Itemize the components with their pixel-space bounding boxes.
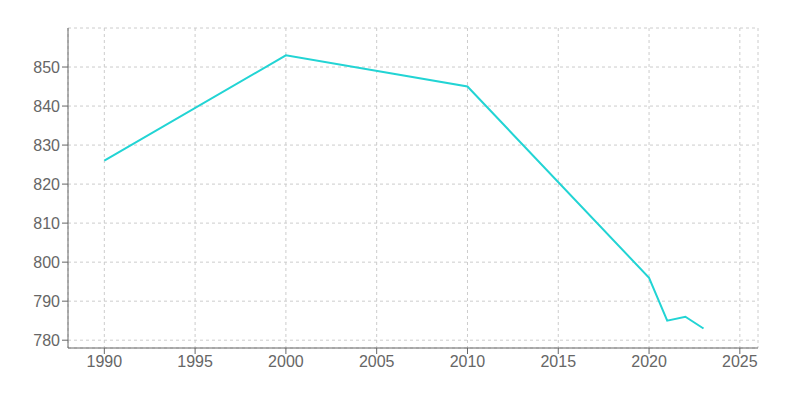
svg-text:2000: 2000 [268, 353, 304, 370]
svg-text:1990: 1990 [87, 353, 123, 370]
svg-text:2010: 2010 [450, 353, 486, 370]
svg-text:780: 780 [33, 332, 60, 349]
svg-text:800: 800 [33, 254, 60, 271]
svg-text:810: 810 [33, 215, 60, 232]
svg-text:1995: 1995 [177, 353, 213, 370]
svg-text:2015: 2015 [540, 353, 576, 370]
svg-text:2025: 2025 [722, 353, 758, 370]
svg-text:2005: 2005 [359, 353, 395, 370]
svg-text:830: 830 [33, 137, 60, 154]
svg-text:2020: 2020 [631, 353, 667, 370]
svg-text:820: 820 [33, 176, 60, 193]
svg-text:840: 840 [33, 98, 60, 115]
svg-text:850: 850 [33, 59, 60, 76]
svg-text:790: 790 [33, 293, 60, 310]
